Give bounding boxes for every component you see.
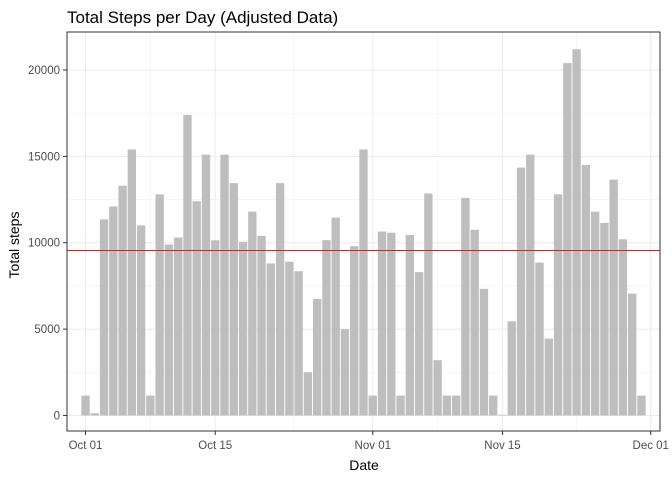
bar <box>544 338 553 416</box>
bar <box>99 219 109 416</box>
bar <box>461 197 470 416</box>
bar <box>164 244 174 416</box>
bar <box>618 239 628 416</box>
bar <box>136 225 146 416</box>
bar <box>628 293 637 416</box>
bar <box>183 114 192 416</box>
bar <box>192 201 201 416</box>
bar <box>516 167 526 416</box>
bar <box>637 395 646 416</box>
bar <box>266 263 276 416</box>
bar <box>257 235 266 416</box>
x-tick-label: Nov 15 <box>484 440 520 452</box>
y-axis-label: Total steps <box>6 212 22 279</box>
bar <box>275 183 285 416</box>
bar <box>229 183 238 416</box>
bar <box>377 231 387 416</box>
bar <box>470 229 479 416</box>
bar <box>600 222 609 416</box>
bar <box>609 179 618 416</box>
bar <box>368 395 377 416</box>
bar <box>248 211 257 416</box>
bar <box>359 149 368 416</box>
bar <box>572 49 581 416</box>
bar <box>405 234 414 416</box>
y-axis-ticks: 0 5000 10000 15000 20000 <box>28 65 67 422</box>
bar <box>303 372 313 416</box>
bar <box>387 232 396 416</box>
bar <box>118 185 127 416</box>
bar <box>396 395 405 416</box>
y-tick-label: 10000 <box>28 238 60 250</box>
bar <box>220 154 229 416</box>
bar <box>424 193 433 416</box>
bar <box>127 149 137 416</box>
bar <box>489 395 498 416</box>
bar <box>201 154 211 416</box>
grid-lines <box>67 32 660 431</box>
bar <box>331 217 340 416</box>
bar <box>479 288 489 416</box>
bar <box>590 211 600 416</box>
x-axis-ticks: Oct 01 Oct 15 Nov 01 Nov 15 Dec 01 <box>69 431 669 452</box>
bar <box>535 262 544 416</box>
y-tick-label: 0 <box>54 410 60 422</box>
bar <box>553 194 563 416</box>
bar <box>211 240 220 416</box>
bar <box>563 63 572 416</box>
bar <box>238 241 248 416</box>
bar <box>526 154 535 416</box>
bar <box>109 206 118 416</box>
bar <box>340 329 350 416</box>
bar <box>414 272 424 416</box>
bar <box>442 395 452 416</box>
bar <box>285 261 294 416</box>
bar <box>322 240 331 416</box>
x-axis-label: Date <box>349 457 379 473</box>
bars <box>81 49 646 416</box>
y-tick-label: 15000 <box>28 151 60 163</box>
chart-title: Total Steps per Day (Adjusted Data) <box>67 8 338 27</box>
bar <box>498 414 507 416</box>
x-tick-label: Dec 01 <box>633 440 669 452</box>
y-tick-label: 20000 <box>28 65 60 77</box>
bar <box>81 395 90 416</box>
x-tick-label: Oct 15 <box>198 440 232 452</box>
bar <box>146 395 155 416</box>
bar <box>155 194 164 416</box>
y-tick-label: 5000 <box>34 324 60 336</box>
bar <box>581 165 591 416</box>
bar <box>350 246 359 416</box>
bar <box>174 237 183 416</box>
bar <box>313 298 322 416</box>
bar <box>90 413 99 416</box>
x-tick-label: Nov 01 <box>355 440 391 452</box>
bar <box>294 271 303 416</box>
panel-border <box>66 31 661 432</box>
bar <box>433 360 442 416</box>
bar <box>507 321 516 416</box>
x-tick-label: Oct 01 <box>69 440 103 452</box>
bar <box>451 395 461 416</box>
